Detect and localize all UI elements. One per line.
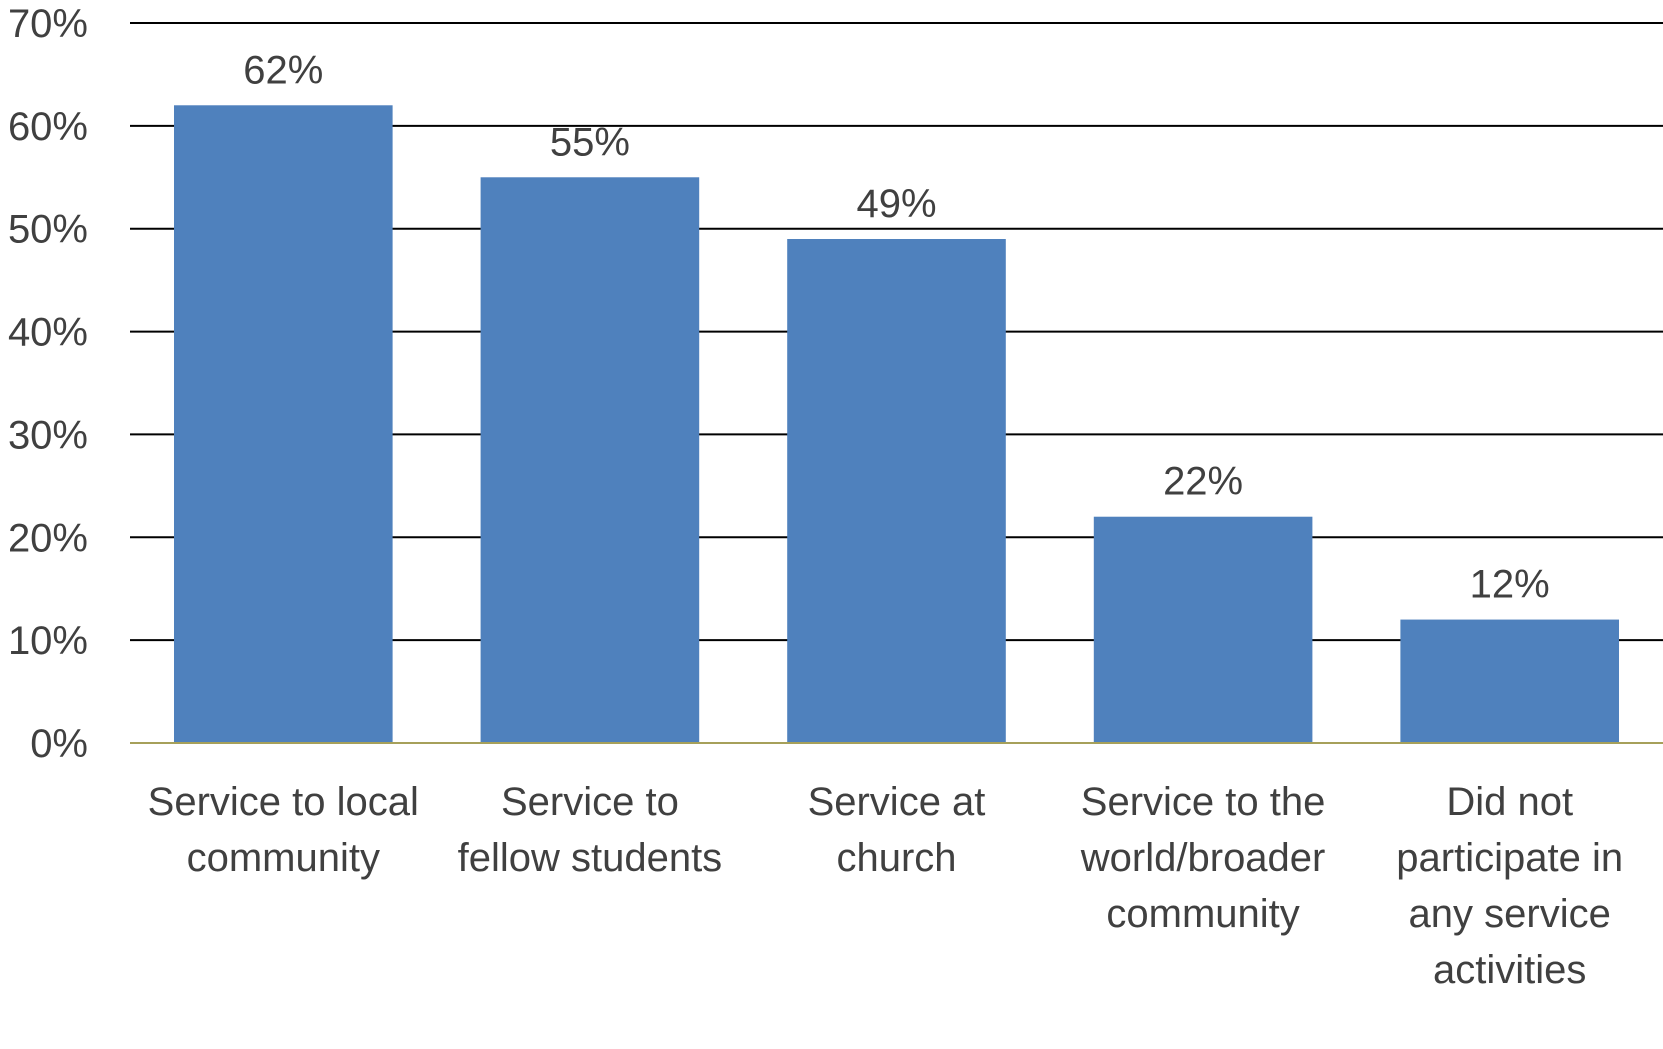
bar <box>480 177 700 744</box>
category-label-line: Service to <box>501 780 679 824</box>
category-labels: Service to local community Service to fello… <box>148 780 1623 992</box>
data-label: 55% <box>550 120 630 164</box>
bar <box>787 239 1006 743</box>
category-label: Service to fellow students <box>458 780 723 880</box>
y-tick-label: 70% <box>8 2 88 46</box>
bars <box>173 105 1620 744</box>
y-axis-tick-labels: 0% 10% 20% 30% 40% 50% 60% 70% <box>8 2 88 766</box>
category-label: Did not participate in any service activiti… <box>1396 780 1623 992</box>
y-tick-label: 30% <box>8 413 88 457</box>
category-label-line: church <box>836 836 956 880</box>
category-label-line: participate in <box>1396 836 1623 880</box>
y-tick-label: 20% <box>8 516 88 560</box>
y-tick-label: 50% <box>8 208 88 252</box>
bar <box>173 105 393 744</box>
data-label: 49% <box>856 182 936 226</box>
y-tick-label: 60% <box>8 105 88 149</box>
category-label-line: Did not <box>1446 780 1573 824</box>
data-label: 22% <box>1163 460 1243 504</box>
data-label: 12% <box>1470 563 1550 607</box>
data-label: 62% <box>243 48 323 92</box>
category-label-line: activities <box>1433 948 1586 992</box>
bar <box>1400 619 1620 743</box>
category-label-line: fellow students <box>458 836 723 880</box>
category-label-line: community <box>1106 892 1299 936</box>
y-tick-label: 10% <box>8 619 88 663</box>
category-label-line: world/broader <box>1080 836 1326 880</box>
category-label-line: any service <box>1409 892 1611 936</box>
category-label-line: community <box>187 836 380 880</box>
bar <box>1093 516 1313 743</box>
category-label: Service to the world/broader community <box>1080 780 1326 936</box>
category-label: Service at church <box>808 780 986 880</box>
category-label-line: Service at <box>808 780 986 824</box>
category-label: Service to local community <box>148 780 419 880</box>
data-labels: 62% 55% 49% 22% 12% <box>243 48 1549 606</box>
y-tick-label: 0% <box>30 722 88 766</box>
category-label-line: Service to local <box>148 780 419 824</box>
y-tick-label: 40% <box>8 311 88 355</box>
category-label-line: Service to the <box>1081 780 1326 824</box>
